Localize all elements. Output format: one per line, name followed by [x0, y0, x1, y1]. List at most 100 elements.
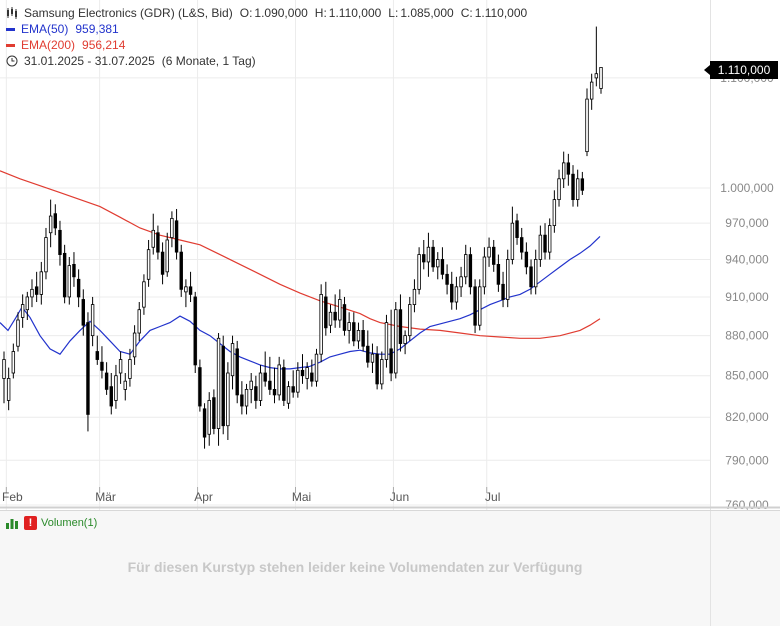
- x-tick-label: Feb: [2, 490, 23, 504]
- candle-body: [156, 232, 160, 253]
- x-tick-label: Jul: [485, 490, 500, 504]
- candle-body: [366, 345, 370, 363]
- volume-unavailable-message: Für diesen Kurstyp stehen leider keine V…: [127, 559, 583, 575]
- candle-body: [510, 222, 515, 260]
- candle-body: [310, 372, 314, 382]
- y-tick-label: 820,000: [725, 410, 769, 424]
- candle-body: [282, 367, 286, 401]
- candle-body: [468, 254, 473, 288]
- ema50-value: 959,381: [75, 22, 119, 36]
- candle-body: [398, 309, 403, 344]
- candle-body: [90, 304, 95, 337]
- candle-body: [589, 81, 594, 100]
- candle-body: [254, 386, 258, 401]
- candle-body: [137, 309, 141, 334]
- candle-body: [296, 369, 300, 393]
- candle-body: [128, 359, 132, 379]
- y-tick-label: 970,000: [725, 216, 769, 230]
- candle-body: [403, 335, 407, 344]
- ema200-name: EMA(200): [21, 38, 76, 52]
- x-tick-label: Jun: [390, 490, 409, 504]
- candle-body: [235, 348, 239, 396]
- candle-body: [501, 283, 505, 300]
- candle-body: [272, 388, 277, 396]
- range-row[interactable]: 31.01.2025 - 31.07.2025 (6 Monate, 1 Tag…: [6, 53, 534, 69]
- x-tick-label: Apr: [194, 490, 213, 504]
- candle-body: [515, 220, 519, 238]
- candle-body: [375, 353, 379, 385]
- candle-body: [417, 254, 421, 290]
- candle-body: [188, 286, 193, 295]
- candle-body: [599, 67, 603, 89]
- candle-body: [216, 337, 221, 429]
- candle-body: [118, 359, 123, 374]
- volume-panel: ! Volumen(1) Für diesen Kurstyp stehen l…: [0, 510, 780, 626]
- candle-body: [496, 263, 501, 285]
- candle-body: [492, 246, 496, 265]
- volume-header[interactable]: ! Volumen(1): [6, 516, 97, 530]
- ema50-swatch: [6, 27, 15, 31]
- candle-body: [258, 372, 263, 401]
- candle-body: [34, 286, 39, 295]
- candle-body: [459, 276, 463, 288]
- candle-body: [286, 386, 291, 404]
- candle-body: [314, 353, 319, 382]
- candle-body: [44, 237, 48, 273]
- ema200-row[interactable]: EMA(200) 956,214: [6, 37, 534, 53]
- instrument-name: Samsung Electronics (GDR) (L&S, Bid): [24, 6, 233, 20]
- candle-body: [356, 330, 361, 342]
- candle-body: [338, 299, 342, 321]
- candle-body: [529, 266, 533, 288]
- candle-body: [142, 281, 146, 308]
- close-label: C:: [460, 6, 473, 20]
- candle-body: [422, 254, 426, 263]
- candle-body: [538, 234, 543, 260]
- candle-body: [585, 98, 589, 153]
- candle-body: [333, 311, 337, 321]
- candle-body: [146, 249, 151, 280]
- candle-body: [436, 259, 440, 268]
- volume-bars-icon: [6, 518, 18, 529]
- candle-body: [174, 220, 179, 253]
- candle-body: [114, 375, 118, 401]
- candle-body: [81, 299, 85, 326]
- high-value: 1.110,000: [328, 6, 382, 20]
- candle-body: [263, 372, 267, 382]
- candle-body: [506, 259, 510, 300]
- instrument-row: Samsung Electronics (GDR) (L&S, Bid) O: 1…: [6, 5, 534, 21]
- y-tick-label: 1.000,000: [720, 181, 774, 195]
- candle-body: [76, 278, 81, 298]
- warning-icon: !: [24, 516, 37, 530]
- candle-body: [412, 288, 417, 305]
- candle-body: [566, 162, 571, 175]
- candle-body: [450, 283, 454, 303]
- candle-body: [431, 246, 435, 268]
- price-chart[interactable]: 760,000790,000820,000850,000880,000910,0…: [0, 0, 780, 510]
- candle-body: [86, 322, 90, 415]
- candle-body: [370, 353, 375, 363]
- candle-body: [557, 178, 561, 201]
- candle-body: [67, 265, 71, 298]
- y-tick-label: 880,000: [725, 329, 769, 343]
- candle-body: [11, 351, 16, 374]
- candle-body: [72, 263, 76, 278]
- candle-body: [53, 213, 58, 229]
- candle-body: [426, 246, 431, 263]
- candle-body: [440, 259, 445, 275]
- candles-icon: [7, 7, 17, 19]
- ema50-row[interactable]: EMA(50) 959,381: [6, 21, 534, 37]
- candle-body: [342, 304, 347, 331]
- x-tick-label: Mai: [292, 490, 311, 504]
- candle-body: [48, 215, 53, 234]
- y-tick-label: 910,000: [725, 290, 769, 304]
- candle-body: [389, 348, 393, 374]
- candle-body: [352, 322, 356, 342]
- candle-body: [464, 254, 468, 278]
- x-tick-label: Mär: [95, 490, 116, 504]
- ema200-value: 956,214: [82, 38, 126, 52]
- candle-body: [151, 229, 155, 248]
- last-price-tag: 1.110,000: [704, 61, 778, 79]
- candle-body: [240, 394, 244, 407]
- candle-body: [212, 397, 216, 429]
- candle-body: [384, 322, 389, 360]
